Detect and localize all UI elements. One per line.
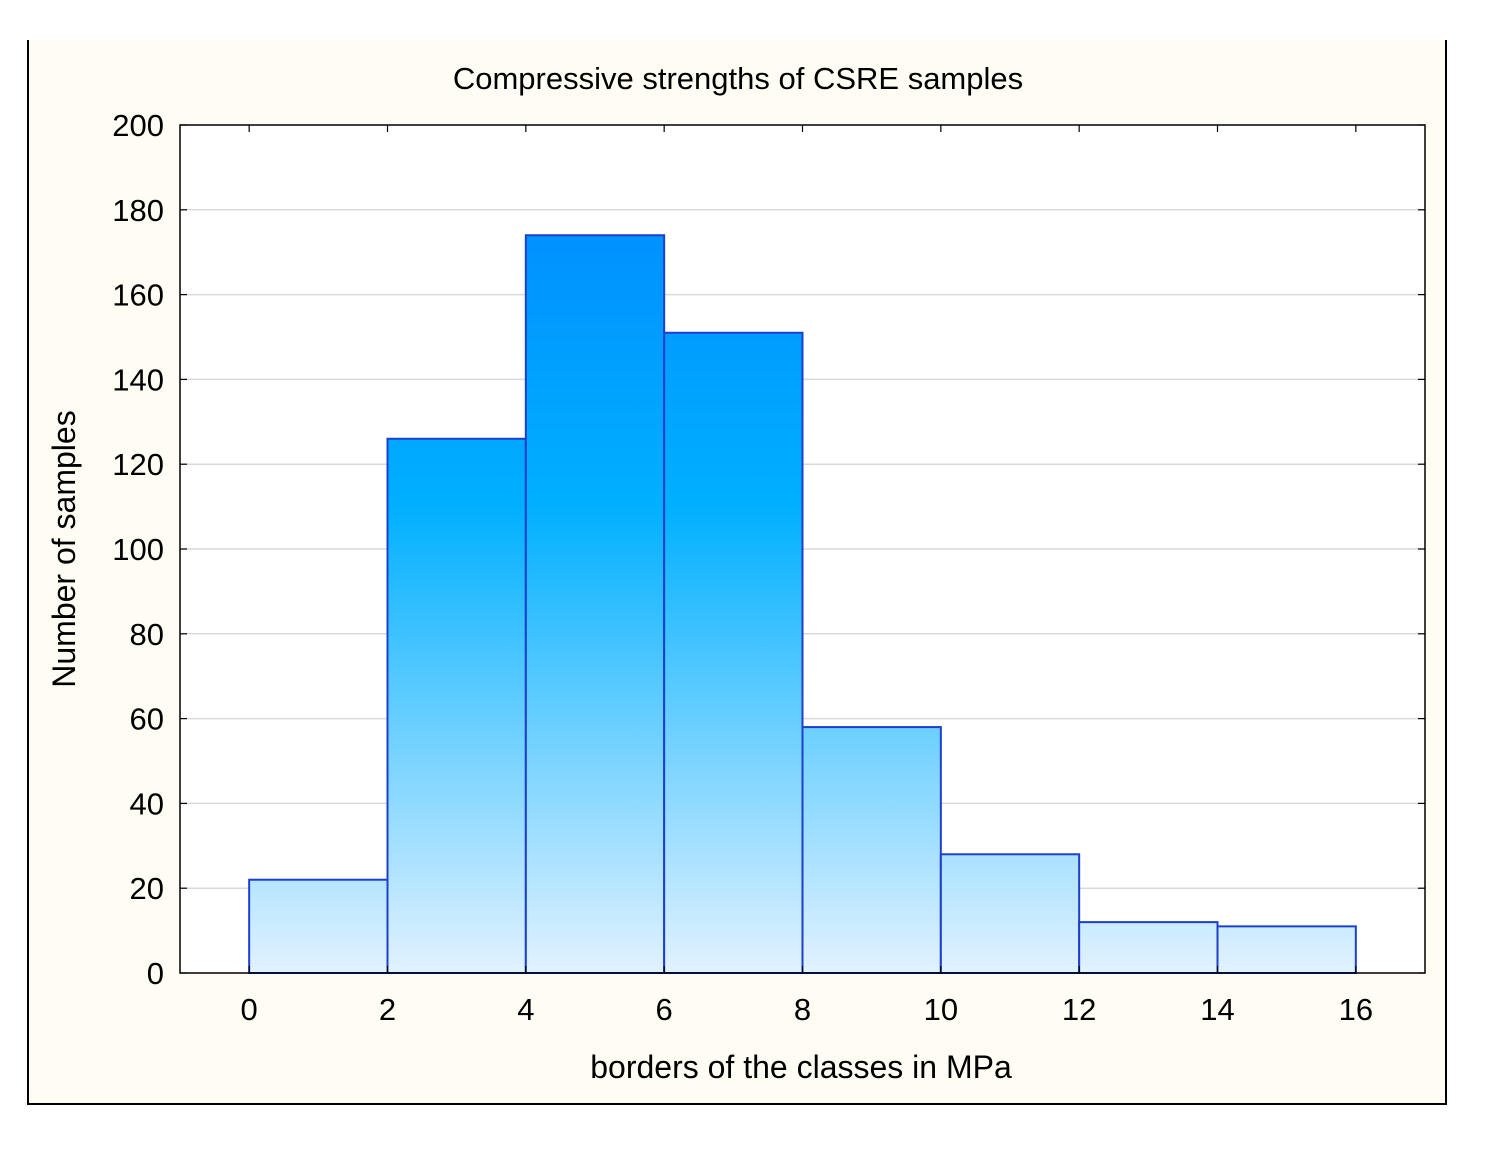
chart-title: Compressive strengths of CSRE samples <box>453 61 1023 96</box>
y-axis-label: Number of samples <box>46 410 82 687</box>
x-tick-label: 2 <box>379 992 396 1027</box>
histogram-chart: 0 20 40 60 80 100 120 140 160 180 200 0 2 4 6 8 10 12 14 1… <box>46 61 1426 1085</box>
y-tick-label: 200 <box>112 108 164 143</box>
histogram-bar <box>386 437 527 974</box>
y-tick-label: 0 <box>147 956 164 991</box>
x-tick-label: 10 <box>924 992 958 1027</box>
y-tick-label: 160 <box>112 278 164 313</box>
y-tick-labels: 0 20 40 60 80 100 120 140 160 180 200 <box>112 108 164 991</box>
bars <box>248 234 1357 975</box>
x-tick-label: 12 <box>1062 992 1096 1027</box>
x-tick-label: 8 <box>794 992 811 1027</box>
chart-frame: 0 20 40 60 80 100 120 140 160 180 200 0 2 4 6 8 10 12 14 1… <box>27 40 1447 1105</box>
y-tick-label: 180 <box>112 193 164 228</box>
y-tick-label: 20 <box>130 871 164 906</box>
x-tick-labels: 0 2 4 6 8 10 12 14 16 <box>241 992 1374 1027</box>
histogram-bar <box>801 726 942 975</box>
x-tick-label: 0 <box>241 992 258 1027</box>
y-tick-label: 60 <box>130 702 164 737</box>
y-tick-label: 120 <box>112 447 164 482</box>
x-tick-label: 6 <box>656 992 673 1027</box>
y-tick-label: 140 <box>112 362 164 397</box>
histogram-bar <box>1078 921 1219 974</box>
y-tick-label: 100 <box>112 532 164 567</box>
y-tick-label: 80 <box>130 617 164 652</box>
x-tick-label: 4 <box>517 992 534 1027</box>
x-tick-label: 16 <box>1339 992 1373 1027</box>
histogram-bar <box>939 853 1081 975</box>
histogram-bar <box>1216 925 1357 974</box>
x-tick-label: 14 <box>1200 992 1234 1027</box>
histogram-bar <box>663 331 804 974</box>
y-tick-label: 40 <box>130 786 164 821</box>
histogram-bar <box>524 234 666 975</box>
tick-marks <box>180 124 1425 974</box>
histogram-bar <box>248 878 389 974</box>
x-axis-label: borders of the classes in MPa <box>590 1049 1012 1085</box>
